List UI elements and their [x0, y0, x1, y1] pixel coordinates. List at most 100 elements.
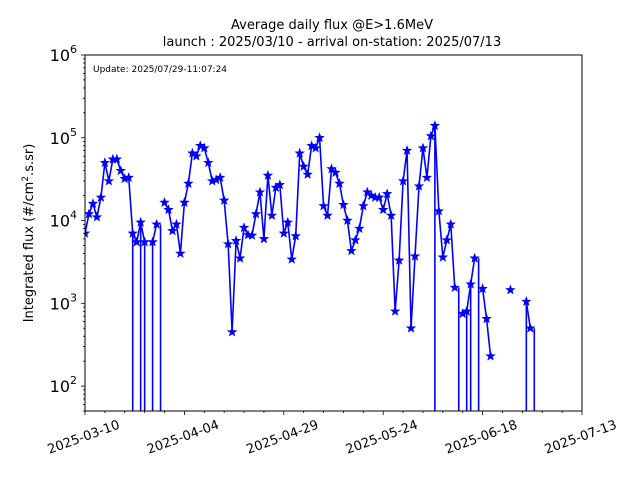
x-tick-label: 2025-04-04 [145, 418, 221, 458]
data-point-marker [179, 197, 190, 207]
data-point-marker [334, 178, 345, 188]
data-point-marker [214, 172, 226, 183]
data-point-marker [99, 157, 111, 168]
data-point-marker [397, 175, 409, 186]
y-tick-label-exponent: 4 [70, 209, 77, 222]
data-point-marker [346, 245, 357, 256]
data-point-marker [413, 180, 425, 191]
x-tick-label: 2025-04-29 [245, 418, 321, 458]
data-point-marker [409, 250, 421, 261]
data-point-marker [266, 210, 278, 220]
data-point-marker [163, 204, 174, 215]
series-line [163, 124, 456, 333]
y-axis-label: Integrated flux (#/cm2.s.sr) [21, 144, 37, 323]
y-axis-label-suffix: .s.sr) [22, 144, 37, 176]
data-point-marker [175, 248, 186, 258]
data-point-marker [203, 157, 214, 168]
data-point-marker [290, 230, 301, 241]
x-tick-label: 2025-07-13 [543, 418, 619, 458]
series-group [85, 120, 536, 411]
data-point-marker [123, 172, 134, 183]
data-point-marker [401, 145, 413, 156]
data-point-marker [302, 169, 313, 179]
x-tick-label: 2025-06-18 [443, 418, 519, 458]
data-point-marker [425, 130, 437, 141]
data-point-marker [115, 165, 126, 176]
data-point-marker [226, 326, 238, 337]
data-point-marker [481, 313, 492, 324]
x-tick-label: 2025-05-24 [344, 418, 420, 458]
data-point-marker [465, 278, 476, 289]
data-point-marker [421, 172, 433, 183]
y-tick-label-exponent: 5 [70, 126, 77, 139]
series-line [85, 158, 146, 243]
y-tick-label: 105 [50, 126, 77, 148]
data-point-marker [171, 218, 182, 229]
data-point-marker [254, 186, 266, 197]
data-point-marker [433, 205, 445, 216]
data-point-marker [127, 227, 138, 238]
data-point-marker [322, 210, 333, 220]
data-point-marker [381, 188, 393, 199]
plot-frame [84, 54, 583, 412]
data-point-marker [378, 204, 389, 215]
data-point-marker [350, 234, 361, 245]
data-point-marker [286, 253, 297, 264]
data-point-marker [199, 142, 210, 153]
y-tick-label: 103 [50, 291, 77, 313]
data-point-marker [151, 218, 162, 229]
x-axis: 2025-03-10 2025-04-04 2025-04-29 2025-05-24… [46, 411, 619, 458]
y-axis-label-sup: 2 [21, 176, 31, 182]
data-point-marker [85, 227, 91, 238]
data-point-marker [278, 227, 289, 238]
data-point-marker [338, 199, 349, 210]
data-point-marker [85, 208, 95, 219]
series-layer [85, 120, 536, 411]
y-tick-label-base: 10 [50, 212, 70, 231]
data-point-marker [147, 236, 158, 247]
data-point-marker [505, 284, 516, 295]
chart-title-line1: Average daily flux @E>1.6MeV [231, 18, 433, 33]
data-point-marker [437, 251, 449, 262]
data-point-marker [354, 223, 365, 233]
data-point-marker [95, 192, 107, 202]
data-point-marker [429, 120, 441, 131]
data-point-marker [258, 233, 270, 244]
y-tick-label-exponent: 6 [70, 43, 77, 56]
x-tick-label: 2025-03-10 [46, 418, 122, 458]
data-point-marker [393, 254, 405, 265]
data-point-marker [103, 175, 115, 186]
data-point-marker [195, 140, 206, 151]
data-point-marker [262, 170, 274, 180]
data-point-marker [405, 322, 417, 333]
data-point-marker [87, 198, 99, 209]
y-tick-label: 104 [50, 209, 77, 231]
data-point-marker [282, 216, 293, 227]
data-point-marker [330, 167, 341, 177]
data-point-marker [234, 252, 246, 263]
data-point-marker [485, 350, 496, 361]
data-point-marker [218, 194, 230, 205]
data-point-marker [111, 153, 122, 164]
data-point-marker [449, 282, 460, 292]
y-tick-label-exponent: 2 [70, 374, 77, 387]
y-tick-label-base: 10 [50, 377, 70, 396]
data-point-marker [306, 140, 317, 151]
data-point-marker [389, 305, 401, 316]
data-point-marker [294, 147, 305, 158]
y-tick-label: 106 [50, 43, 77, 65]
y-tick-label: 102 [50, 374, 77, 396]
data-point-marker [441, 234, 453, 245]
y-tick-label-base: 10 [50, 294, 70, 313]
data-point-marker [230, 235, 242, 246]
data-point-marker [358, 200, 369, 211]
chart-title-line2: launch : 2025/03/10 - arrival on-station… [163, 35, 501, 50]
update-annotation: Update: 2025/07/29-11:07:24 [93, 65, 227, 75]
y-tick-label-base: 10 [50, 129, 70, 148]
data-point-marker [461, 305, 472, 316]
data-point-marker [374, 192, 385, 202]
data-point-marker [525, 322, 536, 333]
data-point-marker [238, 222, 250, 233]
